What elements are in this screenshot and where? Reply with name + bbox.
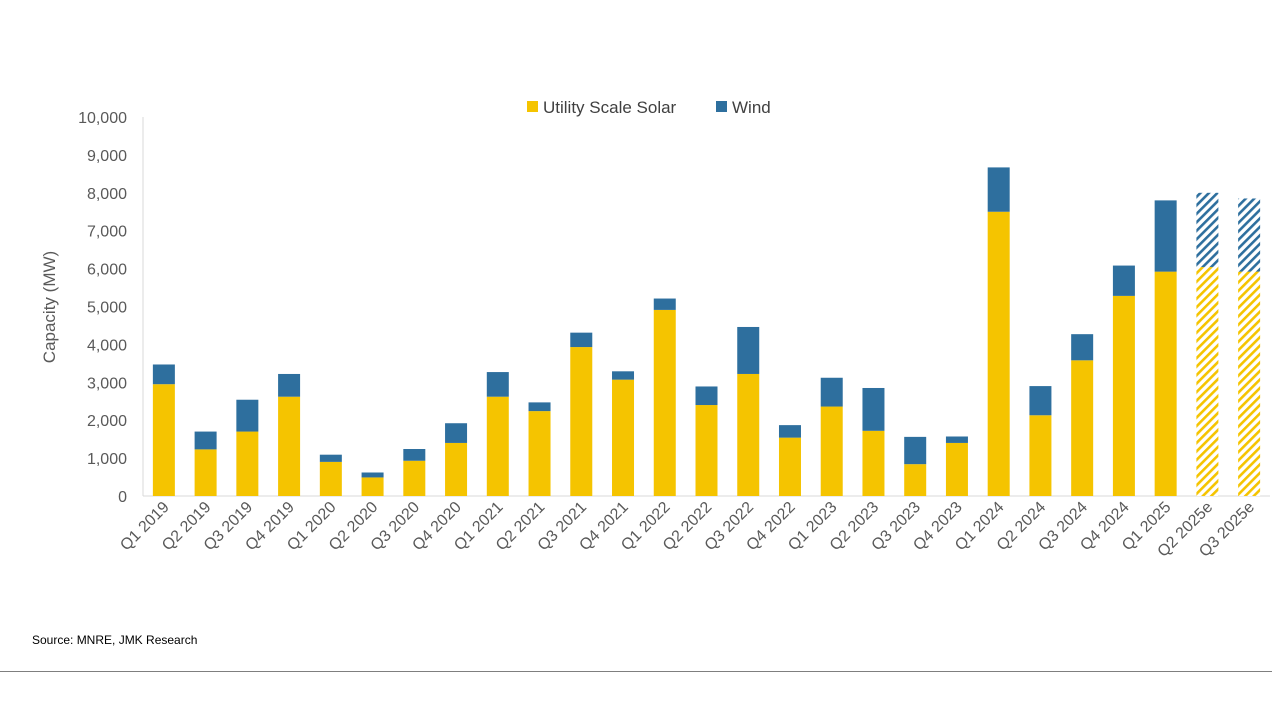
bar-wind: [152, 364, 175, 385]
legend-label-wind: Wind: [732, 98, 771, 117]
bar-solar: [1154, 271, 1177, 496]
y-tick-label: 6,000: [87, 262, 127, 279]
bar-solar: [403, 460, 426, 496]
bar-solar: [945, 442, 968, 496]
bar-solar: [862, 430, 885, 496]
y-tick-label: 0: [118, 489, 127, 506]
bar-solar: [820, 406, 843, 496]
legend-swatch-wind: [716, 101, 727, 112]
bar-wind: [236, 399, 259, 432]
footer-divider: [0, 671, 1272, 672]
y-tick-label: 3,000: [87, 375, 127, 392]
bar-solar: [194, 449, 217, 496]
bar-solar: [737, 373, 760, 496]
y-tick-label: 4,000: [87, 337, 127, 354]
y-tick-label: 7,000: [87, 224, 127, 241]
bar-solar: [152, 384, 175, 496]
bar-wind: [1196, 192, 1219, 268]
bar-wind: [486, 372, 509, 397]
bar-solar: [1071, 360, 1094, 496]
y-tick-label: 5,000: [87, 300, 127, 317]
bar-solar: [612, 379, 635, 496]
bar-wind: [445, 423, 468, 443]
bar-wind: [737, 326, 760, 374]
y-axis-ticks: 0 1,000 2,000 3,000 4,000 5,000 6,000 7,000 8,00…: [78, 110, 127, 506]
bar-solar: [570, 347, 593, 496]
y-tick-label: 8,000: [87, 186, 127, 203]
y-tick-label: 10,000: [78, 110, 127, 127]
bar-solar: [1112, 295, 1135, 496]
bar-solar: [778, 437, 801, 496]
bars: [152, 167, 1261, 496]
legend-swatch-solar: [527, 101, 538, 112]
bar-solar: [987, 211, 1010, 496]
y-tick-label: 9,000: [87, 148, 127, 165]
bar-wind: [1071, 334, 1094, 361]
bar-wind: [1154, 200, 1177, 272]
bar-wind: [862, 387, 885, 431]
bar-wind: [194, 431, 217, 450]
bar-solar: [278, 396, 301, 496]
bar-solar: [904, 464, 927, 496]
bar-wind: [820, 377, 843, 407]
bar-solar: [1029, 415, 1052, 496]
bar-wind: [319, 454, 342, 462]
bar-solar: [445, 442, 468, 496]
bar-wind: [361, 472, 384, 478]
y-tick-label: 2,000: [87, 413, 127, 430]
bar-wind: [695, 386, 718, 406]
bar-solar: [528, 411, 551, 496]
bar-solar: [319, 461, 342, 496]
bar-wind: [904, 436, 927, 465]
bar-solar: [695, 405, 718, 496]
bar-wind: [403, 449, 426, 461]
bar-wind: [945, 436, 968, 443]
bar-wind: [1029, 386, 1052, 416]
bar-solar: [486, 396, 509, 496]
y-axis-title: Capacity (MW): [40, 251, 59, 363]
bar-wind: [778, 425, 801, 438]
legend-label-solar: Utility Scale Solar: [543, 98, 677, 117]
bar-solar: [1196, 267, 1219, 496]
source-note: Source: MNRE, JMK Research: [32, 633, 198, 647]
legend: Utility Scale Solar Wind: [527, 98, 771, 117]
bar-wind: [1238, 198, 1261, 272]
bar-wind: [570, 332, 593, 348]
bar-solar: [236, 431, 259, 496]
bar-wind: [1112, 265, 1135, 296]
bar-solar: [361, 477, 384, 496]
bar-solar: [1238, 271, 1261, 496]
bar-wind: [612, 371, 635, 380]
y-tick-label: 1,000: [87, 451, 127, 468]
bar-wind: [278, 373, 301, 397]
bar-wind: [528, 402, 551, 412]
bar-wind: [987, 167, 1010, 212]
bar-wind: [653, 298, 676, 310]
bar-solar: [653, 309, 676, 496]
